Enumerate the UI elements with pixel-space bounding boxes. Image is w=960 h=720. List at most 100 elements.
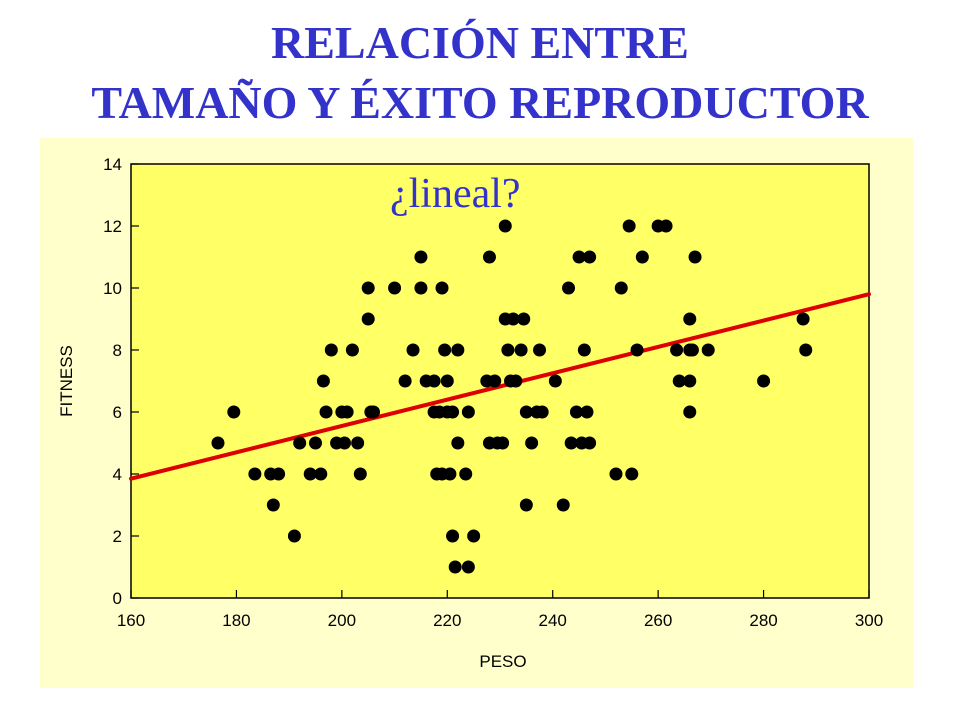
y-axis-label: FITNESS: [57, 345, 76, 417]
y-tick-label: 6: [113, 403, 122, 422]
data-point: [361, 312, 375, 326]
data-point: [556, 498, 570, 512]
data-point: [535, 405, 549, 419]
trend-line: [129, 292, 871, 481]
lineal-annotation: ¿lineal?: [390, 171, 521, 217]
y-tick-label: 10: [103, 279, 122, 298]
data-point: [303, 467, 317, 481]
x-axis-label: PESO: [479, 652, 526, 671]
data-point: [293, 436, 307, 450]
data-point: [548, 374, 562, 388]
data-point: [266, 498, 280, 512]
data-point: [562, 281, 576, 295]
data-point: [272, 467, 286, 481]
data-point: [316, 374, 330, 388]
data-point: [672, 374, 686, 388]
data-point: [577, 343, 591, 357]
data-point: [509, 374, 523, 388]
x-tick-label: 160: [117, 611, 145, 630]
data-point: [337, 436, 351, 450]
data-point: [670, 343, 684, 357]
x-tick-label: 280: [749, 611, 777, 630]
data-point: [482, 250, 496, 264]
data-point: [496, 436, 510, 450]
data-point: [517, 312, 531, 326]
data-point: [459, 467, 473, 481]
x-tick-label: 260: [644, 611, 672, 630]
y-tick-label: 4: [113, 465, 122, 484]
data-point: [683, 312, 697, 326]
data-point: [438, 343, 452, 357]
data-point: [448, 560, 462, 574]
data-point: [324, 343, 338, 357]
data-point: [683, 374, 697, 388]
data-point: [366, 405, 380, 419]
data-point: [757, 374, 771, 388]
data-point: [614, 281, 628, 295]
y-tick-label: 12: [103, 217, 122, 236]
data-point: [519, 498, 533, 512]
data-point: [583, 250, 597, 264]
data-point: [414, 250, 428, 264]
y-tick-label: 14: [103, 155, 122, 174]
data-point: [443, 467, 457, 481]
data-point: [451, 343, 465, 357]
y-axis: 0 2 4 6 8 10 12 14: [103, 155, 139, 608]
data-point: [435, 281, 449, 295]
data-point: [461, 560, 475, 574]
data-point: [564, 436, 578, 450]
data-point: [498, 219, 512, 233]
data-point: [625, 467, 639, 481]
data-point: [685, 343, 699, 357]
data-point: [451, 436, 465, 450]
y-tick-label: 2: [113, 527, 122, 546]
data-point: [525, 436, 539, 450]
data-point: [414, 281, 428, 295]
data-point: [506, 312, 520, 326]
data-point: [319, 405, 333, 419]
data-point: [353, 467, 367, 481]
data-point: [519, 405, 533, 419]
data-point: [572, 250, 586, 264]
x-tick-label: 180: [222, 611, 250, 630]
data-point: [248, 467, 262, 481]
data-point: [446, 529, 460, 543]
data-points: [211, 219, 813, 574]
data-point: [701, 343, 715, 357]
data-point: [314, 467, 328, 481]
x-tick-label: 200: [328, 611, 356, 630]
data-point: [659, 219, 673, 233]
data-point: [467, 529, 481, 543]
x-axis: 160 180 200 220 240 260 280 300: [117, 590, 883, 630]
data-point: [488, 374, 502, 388]
data-point: [398, 374, 412, 388]
data-point: [227, 405, 241, 419]
x-tick-label: 240: [539, 611, 567, 630]
chart-title-line-2: TAMAÑO Y ÉXITO REPRODUCTOR: [91, 77, 869, 128]
data-point: [361, 281, 375, 295]
data-point: [406, 343, 420, 357]
data-point: [427, 374, 441, 388]
data-point: [211, 436, 225, 450]
data-point: [799, 343, 813, 357]
data-point: [635, 250, 649, 264]
y-tick-label: 8: [113, 341, 122, 360]
data-point: [688, 250, 702, 264]
data-point: [345, 343, 359, 357]
x-tick-label: 220: [433, 611, 461, 630]
data-point: [461, 405, 475, 419]
chart-title-line-1: RELACIÓN ENTRE: [271, 17, 689, 68]
data-point: [796, 312, 810, 326]
data-point: [583, 436, 597, 450]
data-point: [440, 374, 454, 388]
data-point: [622, 219, 636, 233]
data-point: [287, 529, 301, 543]
data-point: [446, 405, 460, 419]
data-point: [351, 436, 365, 450]
data-point: [514, 343, 528, 357]
x-tick-label: 300: [855, 611, 883, 630]
data-point: [630, 343, 644, 357]
data-point: [388, 281, 402, 295]
data-point: [501, 343, 515, 357]
